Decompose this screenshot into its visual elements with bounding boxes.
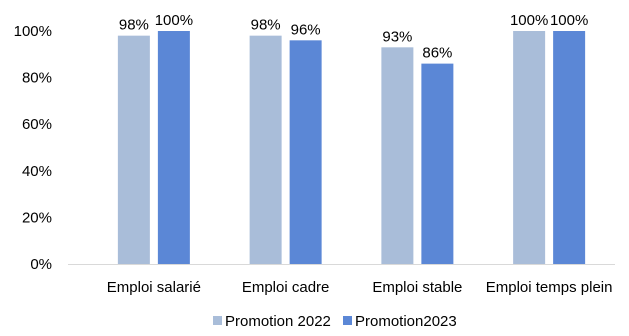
- legend-swatch: [343, 316, 352, 325]
- y-tick-label: 100%: [14, 23, 52, 40]
- data-label: 96%: [291, 21, 321, 38]
- data-label: 98%: [119, 17, 149, 34]
- bar-series: [117, 31, 586, 265]
- bar-promotion-2023-1: [289, 40, 322, 264]
- data-label: 100%: [155, 12, 193, 29]
- legend-label: Promotion2023: [355, 313, 457, 330]
- x-category-label: Emploi temps plein: [486, 279, 613, 296]
- bar-promotion-2022-3: [513, 31, 546, 264]
- data-label: 98%: [251, 17, 281, 34]
- data-label: 100%: [510, 12, 548, 29]
- data-labels: 98% 100% 98% 96% 93%86%100% 100%: [119, 12, 588, 62]
- bar-promotion-2022-0: [117, 35, 150, 264]
- y-axis-tick-labels: 0% 20% 40% 60% 80% 100%: [14, 23, 52, 273]
- y-tick-label: 80%: [22, 70, 52, 87]
- x-category-label: Emploi salarié: [107, 279, 201, 296]
- x-category-label: Emploi cadre: [242, 279, 330, 296]
- x-axis-category-labels: Emploi salarié Emploi cadre Emploi stable E…: [107, 279, 613, 296]
- bar-promotion-2023-0: [157, 31, 190, 264]
- legend-swatch: [213, 316, 222, 325]
- bar-promotion-2022-2: [381, 47, 414, 265]
- y-tick-label: 40%: [22, 163, 52, 180]
- legend-label: Promotion 2022: [225, 313, 331, 330]
- y-tick-label: 20%: [22, 209, 52, 226]
- data-label: 93%: [382, 28, 412, 45]
- bar-promotion-2023-3: [553, 31, 586, 264]
- y-tick-label: 0%: [30, 256, 52, 273]
- bar-promotion-2023-2: [421, 63, 454, 265]
- data-label: 86%: [422, 45, 452, 62]
- y-tick-label: 60%: [22, 116, 52, 133]
- x-category-label: Emploi stable: [372, 279, 462, 296]
- bar-promotion-2022-1: [249, 35, 282, 264]
- legend: Promotion 2022 Promotion2023: [213, 313, 457, 330]
- data-label: 100%: [550, 12, 588, 29]
